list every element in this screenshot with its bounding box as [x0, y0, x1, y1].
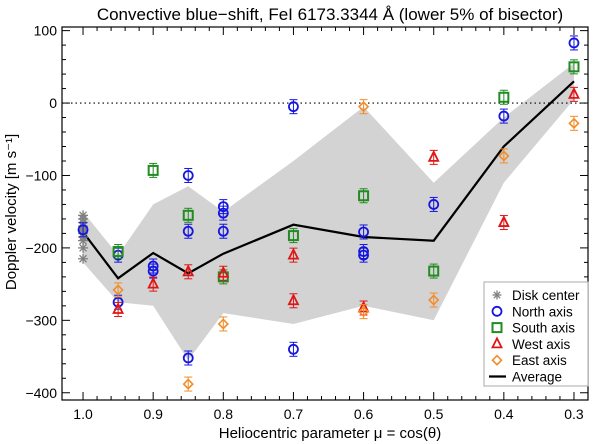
- x-tick-label: 0.4: [494, 406, 514, 422]
- x-tick-label: 1.0: [73, 406, 93, 422]
- x-tick-label: 0.6: [354, 406, 374, 422]
- legend-disk-center-swatch: [492, 290, 502, 300]
- west-axis-point: [182, 264, 195, 277]
- y-tick-label: −300: [25, 312, 57, 328]
- y-axis-label: Doppler velocity [m s⁻¹]: [3, 134, 20, 290]
- north-axis-point: [288, 101, 299, 113]
- y-tick-label: −100: [25, 167, 57, 183]
- north-axis-point: [182, 170, 194, 181]
- north-axis-point: [182, 352, 194, 364]
- south-axis-point: [182, 209, 194, 221]
- west-axis-point: [497, 215, 510, 227]
- east-axis-point: [357, 101, 370, 113]
- west-axis-point: [147, 276, 160, 289]
- west-axis-point: [112, 301, 125, 314]
- variance-band-area: [83, 63, 574, 361]
- average-line: [82, 80, 575, 280]
- west-axis-point: [287, 293, 300, 306]
- east-axis-point: [182, 378, 194, 390]
- east-axis-point: [568, 117, 580, 129]
- north-axis-point: [568, 37, 580, 49]
- west-axis-point: [217, 265, 230, 278]
- south-axis-point: [147, 164, 159, 176]
- south-axis-point: [568, 61, 580, 73]
- average-series-line: [82, 80, 575, 280]
- south-axis-point: [428, 265, 440, 277]
- legend-average-label: Average: [512, 370, 562, 385]
- legend-south-axis-label: South axis: [512, 321, 575, 336]
- legend-west-axis-label: West axis: [512, 337, 571, 352]
- north-axis-point: [428, 199, 440, 210]
- legend-north-axis-label: North axis: [512, 304, 573, 319]
- x-axis-label: Heliocentric parameter μ = cos(θ): [219, 425, 441, 442]
- disk-center-point: [78, 253, 89, 264]
- x-tick-label: 0.5: [424, 406, 444, 422]
- south-axis-point: [112, 246, 124, 258]
- west-axis-point: [427, 149, 440, 162]
- west-axis-point: [287, 247, 300, 260]
- x-tick-label: 0.8: [214, 406, 234, 422]
- north-axis-point: [147, 265, 159, 277]
- y-tick-label: −200: [25, 240, 57, 256]
- north-axis-point: [77, 224, 89, 236]
- legend-east-axis-label: East axis: [512, 353, 567, 368]
- chart-title: Convective blue−shift, FeI 6173.3344 Å (…: [97, 5, 563, 24]
- north-axis-point: [288, 343, 299, 355]
- east-axis-point: [428, 294, 440, 306]
- south-axis-point: [287, 230, 299, 242]
- west-axis-point: [568, 86, 580, 99]
- disk-center-point: [78, 242, 89, 253]
- data-points: [77, 35, 580, 392]
- legend-east-axis-swatch: [491, 354, 503, 366]
- legend-west-axis-swatch: [491, 336, 503, 349]
- x-tick-label: 0.7: [284, 406, 304, 422]
- north-axis-point: [358, 226, 369, 238]
- north-axis-point: [217, 207, 229, 219]
- y-tick-label: 100: [34, 23, 58, 39]
- legend-disk-center-label: Disk center: [512, 288, 580, 303]
- north-axis-point: [498, 110, 510, 122]
- north-axis-point: [358, 249, 369, 261]
- east-axis-point: [112, 284, 124, 296]
- legend-south-axis-swatch: [491, 322, 503, 334]
- north-axis-point: [217, 225, 229, 237]
- north-axis-point: [182, 225, 194, 237]
- south-axis-point: [358, 190, 370, 202]
- east-axis-point: [498, 150, 510, 162]
- plot-axes: 1.0 0.9 0.8 0.7 0.6 0.5 0.4 0.3 100 0 −100 −200 −300…: [25, 23, 589, 422]
- south-axis-point: [498, 91, 510, 103]
- plot-frame: [61, 26, 589, 401]
- east-axis-point: [217, 318, 229, 330]
- x-tick-label: 0.9: [143, 406, 163, 422]
- y-tick-label: −400: [25, 385, 57, 401]
- y-tick-label: 0: [49, 95, 57, 111]
- east-axis-point: [357, 306, 370, 318]
- x-tick-label: 0.3: [564, 406, 584, 422]
- legend-box: [483, 281, 589, 387]
- variance-band: [83, 63, 574, 361]
- legend-north-axis-swatch: [491, 305, 503, 317]
